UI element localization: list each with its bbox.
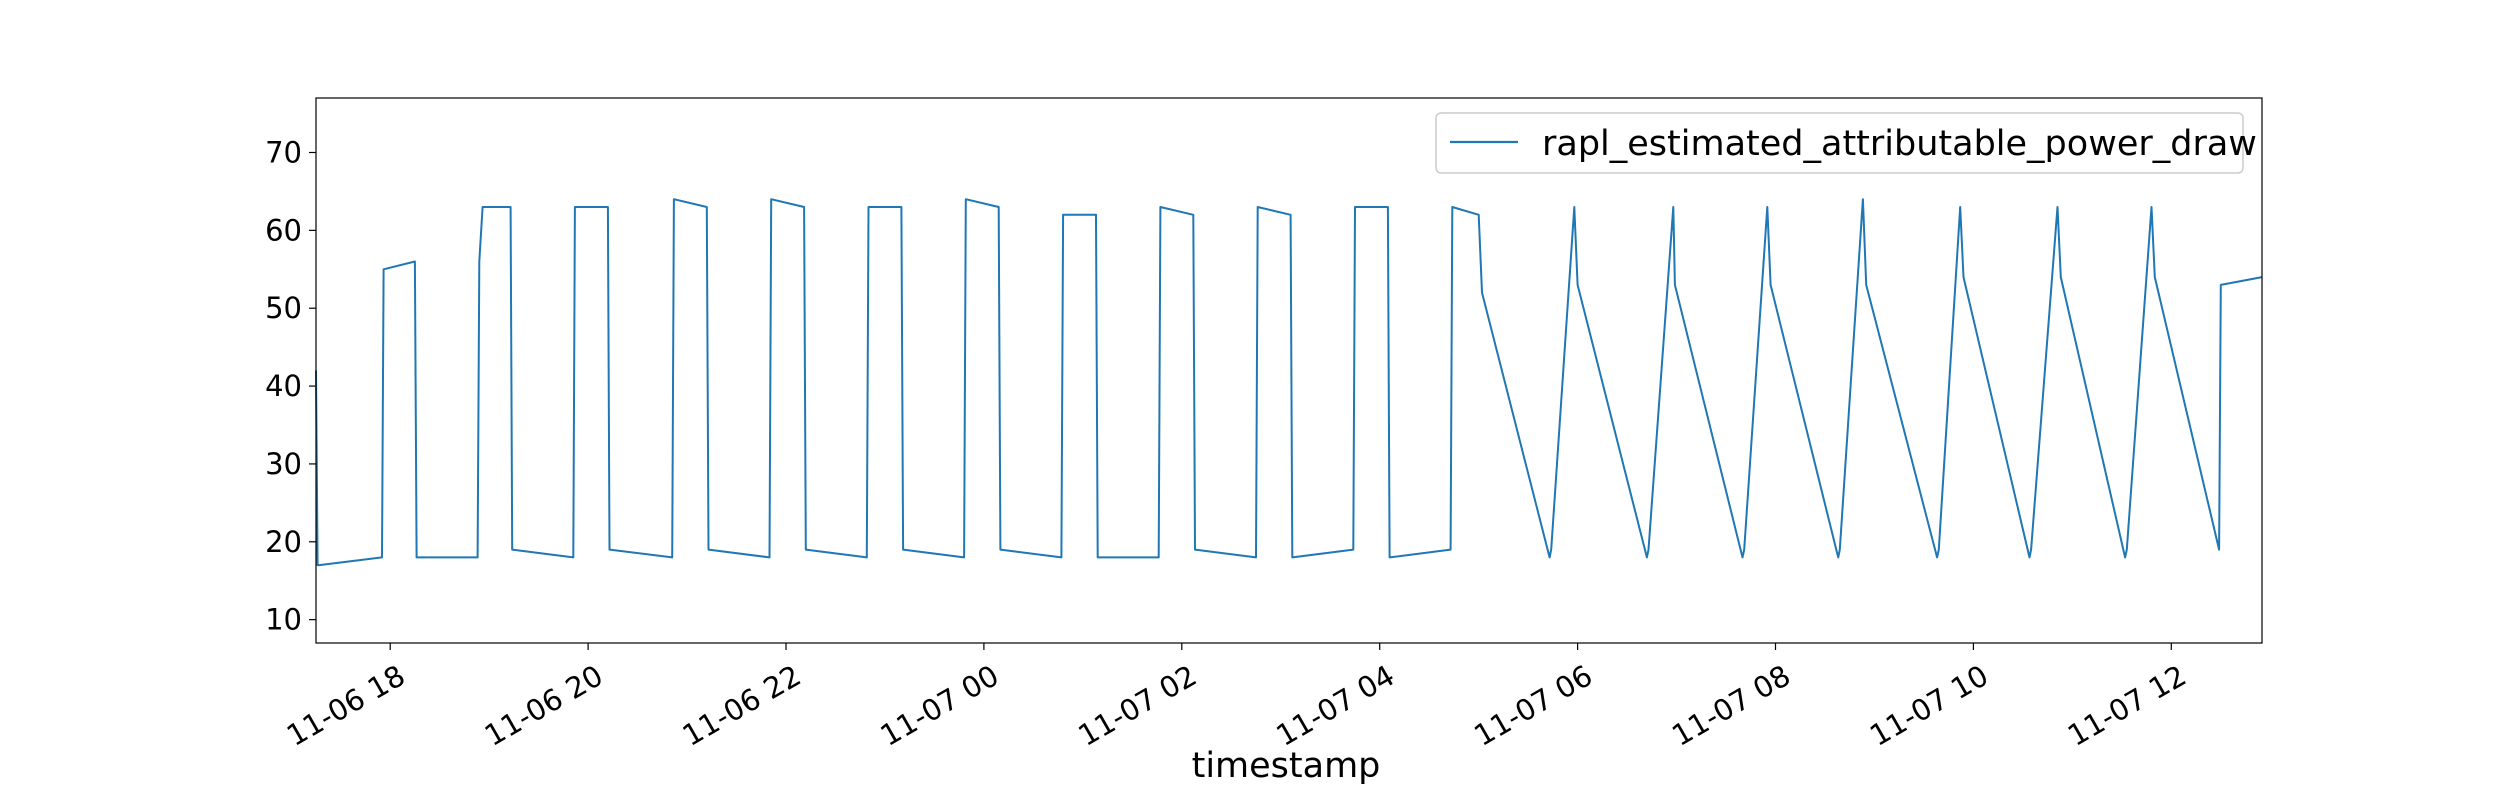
y-tick-label: 70 [265, 136, 302, 170]
y-tick-label: 40 [265, 369, 302, 403]
y-tick-label: 20 [265, 525, 302, 559]
y-tick-label: 60 [265, 213, 302, 247]
y-tick-label: 10 [265, 603, 302, 637]
x-tick-label: 11-07 10 [1864, 658, 1994, 753]
plot-frame [315, 97, 2263, 644]
y-tick-label: 50 [265, 291, 302, 325]
series-layer [315, 198, 2263, 567]
legend-box [1435, 112, 2244, 174]
x-axis-label: timestamp [1192, 746, 1381, 786]
x-tick-label: 11-06 20 [479, 658, 609, 753]
x-tick-label: 11-07 06 [1468, 658, 1598, 753]
series-line [315, 198, 2263, 567]
x-tick-label: 11-06 18 [281, 658, 411, 753]
x-tick-label: 11-07 02 [1072, 658, 1202, 753]
x-tick-label: 11-07 00 [875, 658, 1005, 753]
y-tick-label: 30 [265, 447, 302, 481]
x-tick-label: 11-07 12 [2062, 658, 2192, 753]
x-tick-label: 11-06 22 [677, 658, 807, 753]
x-tick-label: 11-07 08 [1666, 658, 1796, 753]
x-tick-label: 11-07 04 [1270, 658, 1400, 753]
legend-label: rapl_estimated_attributable_power_draw [1542, 124, 2257, 164]
legend: rapl_estimated_attributable_power_draw [1435, 112, 2257, 174]
